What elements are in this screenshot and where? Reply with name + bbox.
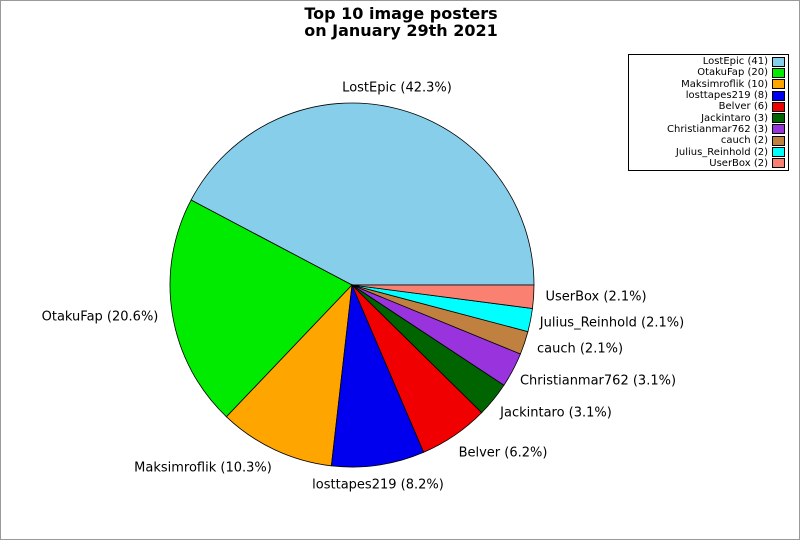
legend-label: losttapes219 (8)	[685, 90, 768, 102]
legend-item: Belver (6)	[630, 101, 785, 112]
legend-label: Belver (6)	[718, 101, 768, 113]
legend-label: Christianmar762 (3)	[667, 123, 768, 135]
legend-swatch	[772, 56, 785, 67]
legend-swatch	[772, 101, 785, 112]
slice-label-otakufap: OtakuFap (20.6%)	[41, 309, 159, 325]
legend-swatch	[772, 124, 785, 135]
pie-slice-losttapes219	[330, 283, 425, 468]
slice-label-belver: Belver (6.2%)	[458, 445, 548, 461]
legend-swatch	[772, 79, 785, 90]
legend-item: Christianmar762 (3)	[630, 124, 785, 135]
chart-title: Top 10 image posters on January 29th 202…	[1, 4, 799, 40]
pie-slice-otakufap	[169, 199, 353, 418]
legend-item: losttapes219 (8)	[630, 90, 785, 101]
legend-item: UserBox (2)	[630, 158, 785, 169]
legend-swatch	[772, 67, 785, 78]
legend-label: Julius_Reinhold (2)	[675, 146, 768, 158]
legend-label: OtakuFap (20)	[697, 67, 768, 79]
legend-label: Jackintaro (3)	[701, 112, 768, 124]
slice-label-userbox: UserBox (2.1%)	[545, 289, 647, 305]
legend-swatch	[772, 90, 785, 101]
slice-label-jackintaro: Jackintaro (3.1%)	[500, 405, 612, 421]
legend-label: LostEpic (41)	[702, 56, 768, 68]
legend-swatch	[772, 135, 785, 146]
chart-title-line1: Top 10 image posters	[304, 4, 498, 23]
legend-item: Julius_Reinhold (2)	[630, 146, 785, 158]
slice-label-christianmar762: Christianmar762 (3.1%)	[519, 373, 677, 389]
legend-label: Maksimroflik (10)	[681, 78, 768, 90]
legend-label: cauch (2)	[720, 135, 768, 147]
slice-label-julius-reinhold: Julius_Reinhold (2.1%)	[539, 315, 685, 331]
legend-swatch	[772, 147, 785, 158]
legend-item: Maksimroflik (10)	[630, 79, 785, 90]
slice-label-lostepic: LostEpic (42.3%)	[342, 80, 452, 96]
pie-slice-userbox	[351, 284, 535, 309]
slice-label-cauch: cauch (2.1%)	[536, 341, 624, 357]
legend-item: Jackintaro (3)	[630, 112, 785, 124]
legend-swatch	[772, 158, 785, 169]
slice-label-maksimroflik: Maksimroflik (10.3%)	[134, 460, 272, 476]
legend-item: OtakuFap (20)	[630, 67, 785, 78]
chart-title-line2: on January 29th 2021	[304, 20, 498, 40]
legend-item: cauch (2)	[630, 135, 785, 146]
slice-label-losttapes219: losttapes219 (8.2%)	[312, 477, 444, 493]
pie-slice-maksimroflik	[225, 283, 353, 467]
legend-swatch	[772, 113, 785, 124]
legend: LostEpic (41) OtakuFap (20) Maksimroflik…	[628, 54, 789, 171]
legend-item: LostEpic (41)	[630, 56, 785, 67]
pie-slice-lostepic	[190, 102, 535, 286]
legend-label: UserBox (2)	[709, 157, 768, 169]
